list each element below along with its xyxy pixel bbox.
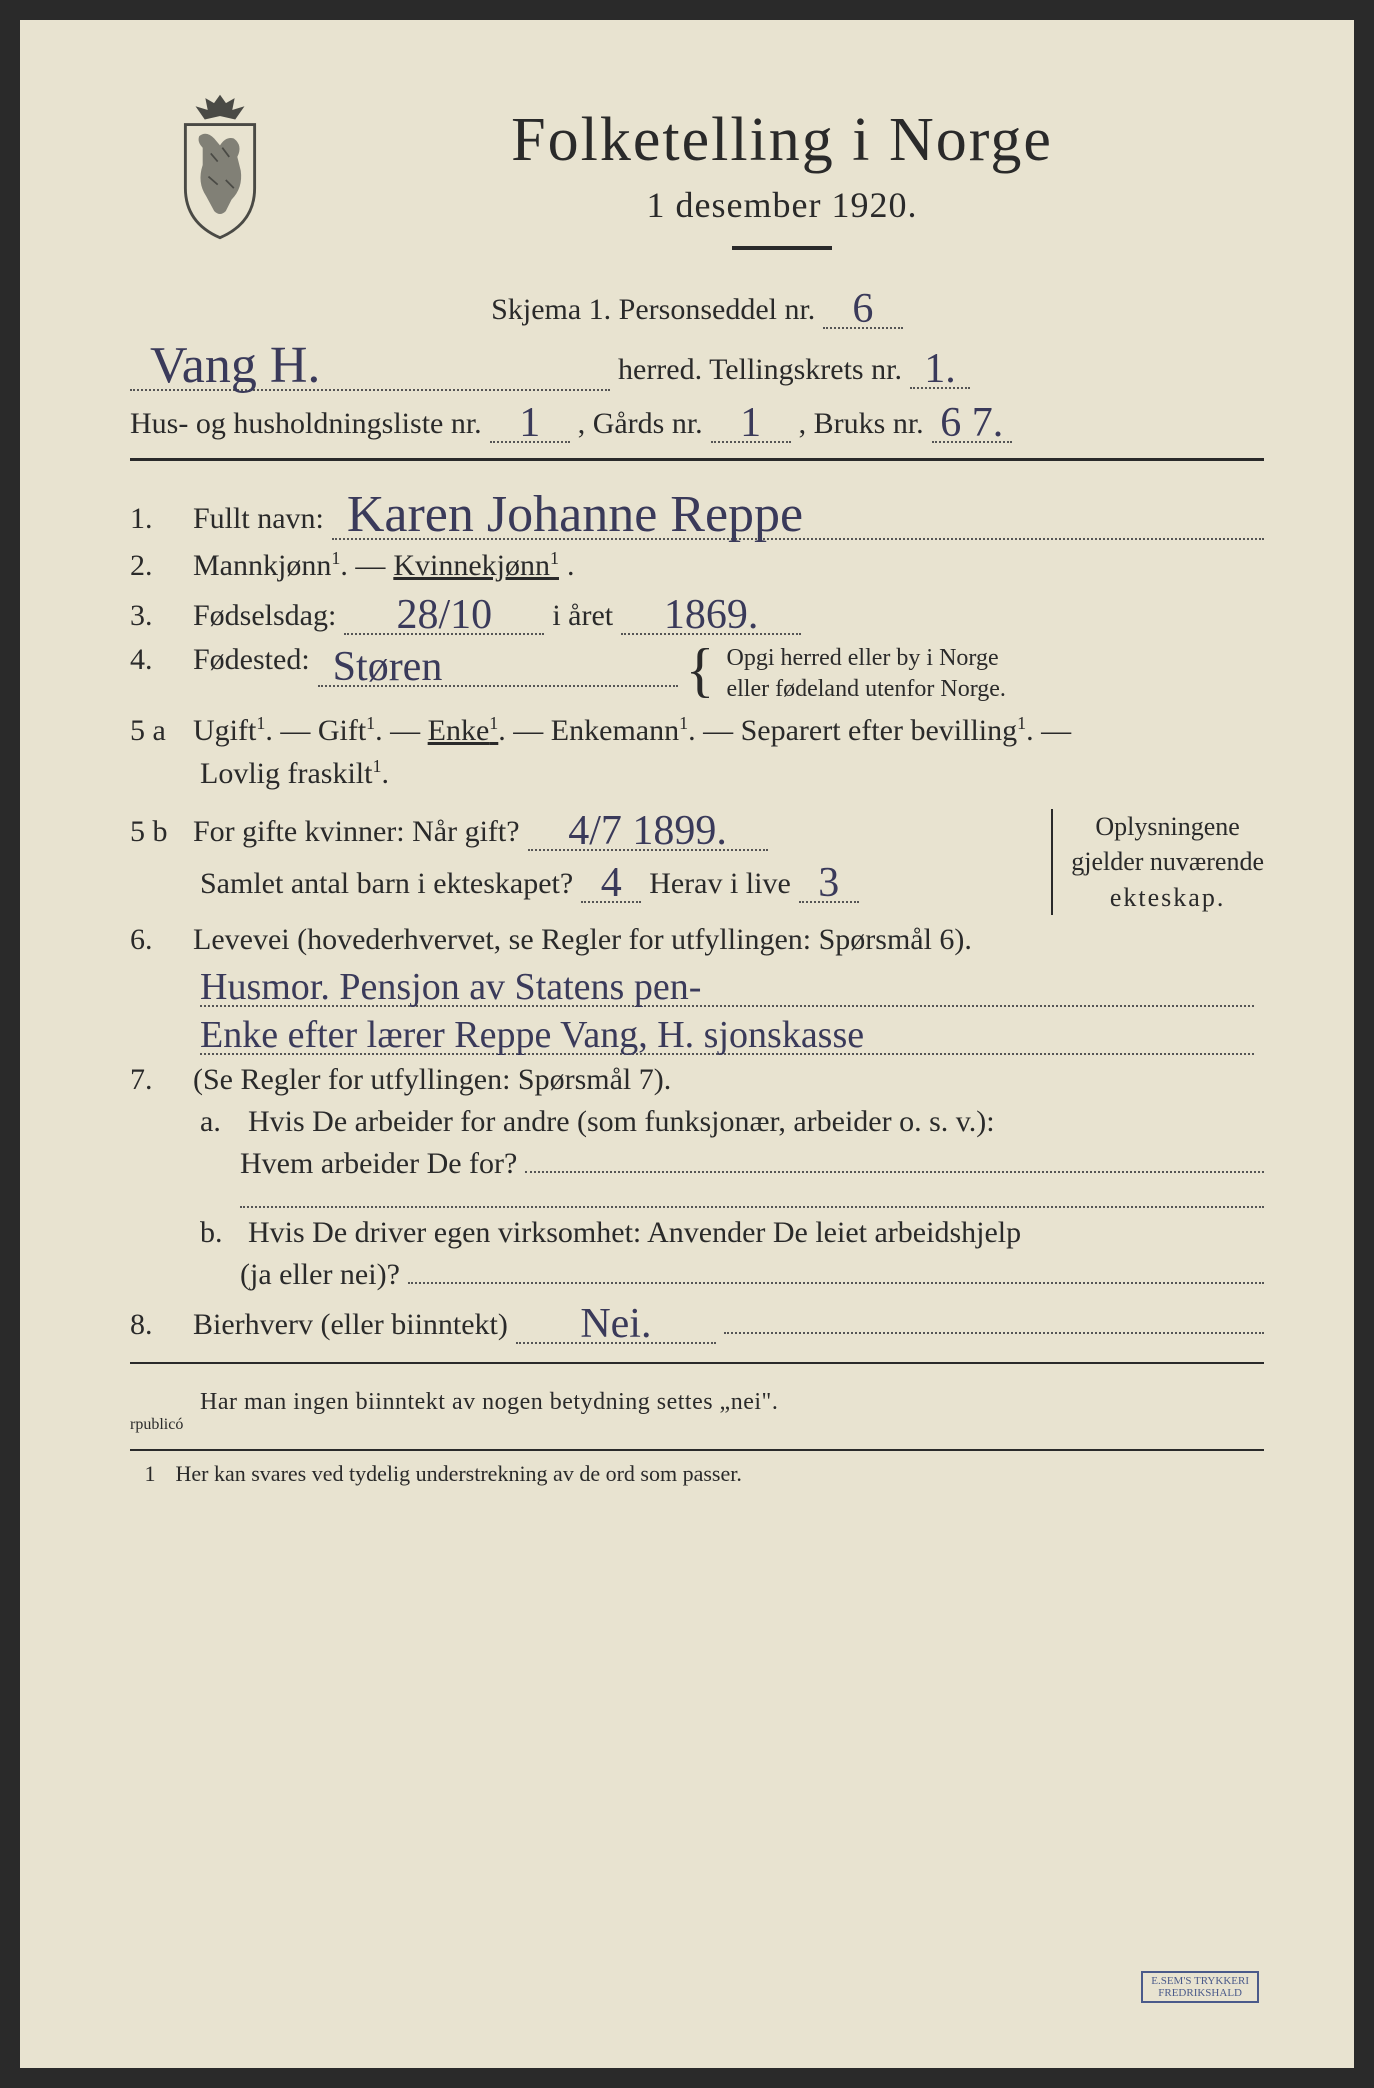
footer-divider <box>130 1362 1264 1364</box>
q5b-block: 5 b For gifte kvinner: Når gift? 4/7 189… <box>130 799 1264 914</box>
bierhverv-value: Nei. <box>580 1303 651 1345</box>
q8-num: 8. <box>130 1308 185 1342</box>
brace-icon: { <box>686 643 715 697</box>
header: Folketelling i Norge 1 desember 1920. <box>160 90 1264 275</box>
q5b-note: Oplysningene gjelder nuværende ekteskap. <box>1051 809 1264 914</box>
gards-nr: 1 <box>740 402 761 444</box>
herred-value: Vang H. <box>150 340 320 392</box>
q8-row: 8. Bierhverv (eller biinntekt) Nei. <box>130 1300 1264 1344</box>
q5b-num: 5 b <box>130 815 185 849</box>
q6-answer-line1: Husmor. Pensjon av Statens pen- <box>200 965 1254 1007</box>
q2-num: 2. <box>130 549 185 583</box>
bruks-nr: 6 7. <box>940 402 1003 444</box>
schema-line: Skjema 1. Personseddel nr. 6 <box>130 285 1264 329</box>
q7a-row2: Hvem arbeider De for? <box>240 1147 1264 1181</box>
q7a-num: a. <box>200 1105 240 1139</box>
birthplace-value: Støren <box>333 646 443 688</box>
q6-num: 6. <box>130 923 185 957</box>
enke-selected: Enke1 <box>428 714 499 747</box>
section-divider <box>130 458 1264 461</box>
q5a-row2: Lovlig fraskilt1. <box>200 756 1264 791</box>
q6-answer-line2: Enke efter lærer Reppe Vang, H. sjonskas… <box>200 1013 1254 1055</box>
q7b-row2: (ja eller nei)? <box>240 1258 1264 1292</box>
q7b-label1: Hvis De driver egen virksomhet: Anvender… <box>248 1216 1021 1250</box>
q4-label: Fødested: <box>193 643 310 677</box>
herred-row: Vang H. herred. Tellingskrets nr. 1. <box>130 337 1264 391</box>
q8-label: Bierhverv (eller biinntekt) <box>193 1308 508 1342</box>
q7-row: 7. (Se Regler for utfyllingen: Spørsmål … <box>130 1063 1264 1097</box>
married-date: 4/7 1899. <box>568 810 727 852</box>
schema-label: Skjema 1. Personseddel nr. <box>491 293 815 326</box>
q1-label: Fullt navn: <box>193 502 324 536</box>
q6-row: 6. Levevei (hovederhvervet, se Regler fo… <box>130 923 1264 957</box>
herred-label: herred. Tellingskrets nr. <box>618 353 902 387</box>
q4-num: 4. <box>130 643 185 677</box>
q6-label: Levevei (hovederhvervet, se Regler for u… <box>193 923 972 957</box>
q5a-num: 5 a <box>130 714 185 748</box>
q2-male: Mannkjønn1. — <box>193 548 385 583</box>
q7-label: (Se Regler for utfyllingen: Spørsmål 7). <box>193 1063 671 1097</box>
husliste-label-a: Hus- og husholdningsliste nr. <box>130 407 482 441</box>
q4-note: Opgi herred eller by i Norge eller fødel… <box>726 643 1005 705</box>
coat-of-arms-icon <box>160 90 280 240</box>
q5b-label-a: For gifte kvinner: Når gift? <box>193 815 520 849</box>
husliste-row: Hus- og husholdningsliste nr. 1 , Gårds … <box>130 399 1264 443</box>
full-name-value: Karen Johanne Reppe <box>347 489 803 541</box>
q7b-row1: b. Hvis De driver egen virksomhet: Anven… <box>200 1216 1264 1250</box>
q7a-label2: Hvem arbeider De for? <box>240 1147 517 1181</box>
census-form-page: Folketelling i Norge 1 desember 1920. Sk… <box>20 20 1354 2068</box>
q5b-label-b: Samlet antal barn i ekteskapet? <box>200 867 573 901</box>
birthday-value: 28/10 <box>397 594 493 636</box>
printer-stamp: E.SEM'S TRYKKERI FREDRIKSHALD <box>1141 1971 1259 2003</box>
children-alive: 3 <box>818 862 839 904</box>
q2-row: 2. Mannkjønn1. — Kvinnekjønn1. <box>130 548 1264 583</box>
q3-label-b: i året <box>552 599 613 633</box>
footer-note: Har man ingen biinntekt av nogen betydni… <box>200 1389 1264 1416</box>
q5b-row1: 5 b For gifte kvinner: Når gift? 4/7 189… <box>130 807 1021 851</box>
q3-row: 3. Fødselsdag: 28/10 i året 1869. <box>130 591 1264 635</box>
main-title: Folketelling i Norge <box>300 105 1264 176</box>
husliste-nr: 1 <box>519 402 540 444</box>
q7b-num: b. <box>200 1216 240 1250</box>
birthyear-value: 1869. <box>664 594 759 636</box>
q1-row: 1. Fullt navn: Karen Johanne Reppe <box>130 486 1264 540</box>
q5a-row: 5 a Ugift1. — Gift1. — Enke1. — Enkemann… <box>130 713 1264 748</box>
q5b-label-c: Herav i live <box>649 867 791 901</box>
q7b-label2: (ja eller nei)? <box>240 1258 400 1292</box>
q5b-row2: Samlet antal barn i ekteskapet? 4 Herav … <box>200 859 1021 903</box>
tellingskrets-nr: 1. <box>924 348 956 390</box>
q7a-row1: a. Hvis De arbeider for andre (som funks… <box>200 1105 1264 1139</box>
q2-female-selected: Kvinnekjønn1 <box>393 548 559 583</box>
q7-num: 7. <box>130 1063 185 1097</box>
title-divider <box>732 246 832 250</box>
footnote: 1 Her kan svares ved tydelig understrekn… <box>130 1449 1264 1487</box>
q1-num: 1. <box>130 502 185 536</box>
personseddel-nr: 6 <box>852 288 873 330</box>
q3-num: 3. <box>130 599 185 633</box>
census-date: 1 desember 1920. <box>300 184 1264 226</box>
bruks-label: , Bruks nr. <box>799 407 924 441</box>
q5a-options: Ugift1. — Gift1. — Enke1. — Enkemann1. —… <box>193 713 1071 748</box>
q7a-label1: Hvis De arbeider for andre (som funksjon… <box>248 1105 995 1139</box>
q3-label-a: Fødselsdag: <box>193 599 336 633</box>
q4-row: 4. Fødested: Støren { Opgi herred eller … <box>130 643 1264 705</box>
gards-label: , Gårds nr. <box>578 407 703 441</box>
q7a-blank <box>240 1189 1264 1208</box>
title-block: Folketelling i Norge 1 desember 1920. <box>300 90 1264 275</box>
children-total: 4 <box>601 862 622 904</box>
